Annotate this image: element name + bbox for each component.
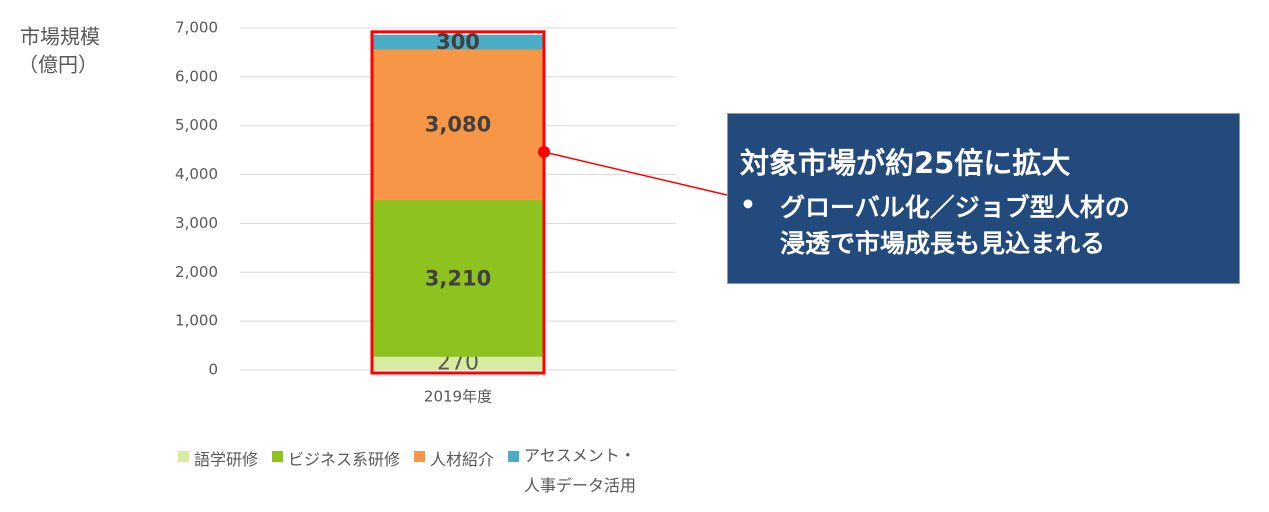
callout-text: グローバル化／ジョブ型人材の: [780, 193, 1130, 222]
callout-bullet: •: [740, 190, 756, 219]
legend-label: ビジネス系研修: [288, 450, 401, 469]
bar-segment: [372, 49, 544, 200]
legend-item: ビジネス系研修: [272, 446, 400, 470]
legend-item: アセスメント・人事データ活用: [508, 446, 642, 501]
legend-label: 人材紹介: [430, 450, 495, 469]
y-axis-label: 市場規模: [20, 25, 100, 49]
data-label: 3,210: [425, 266, 491, 290]
y-tick-label: 2,000: [175, 263, 218, 281]
data-label: 300: [436, 30, 480, 54]
legend-item: 人材紹介: [414, 446, 494, 470]
x-tick-label: 2019年度: [424, 388, 492, 406]
y-tick-label: 6,000: [175, 67, 218, 85]
legend-label: アセスメント・人事データ活用: [524, 446, 637, 495]
y-tick-label: 3,000: [175, 214, 218, 232]
y-axis-label: （億円）: [18, 53, 98, 77]
y-tick-label: 1,000: [175, 312, 218, 330]
legend-swatch: [272, 451, 284, 462]
legend-swatch: [178, 451, 189, 462]
callout-connector: [543, 151, 728, 196]
y-tick-label: 0: [208, 361, 218, 379]
bar-segment: [372, 356, 544, 370]
legend-label: 語学研修: [194, 450, 259, 469]
highlight-frame: [370, 30, 546, 375]
callout-text: 浸透で市場成長も見込まれる: [780, 229, 1106, 258]
legend-swatch: [414, 451, 426, 462]
data-label: 3,080: [425, 113, 491, 137]
legend-swatch: [508, 451, 520, 462]
callout-box: 対象市場が約25倍に拡大 • グローバル化／ジョブ型人材の 浸透で市場成長も見込…: [727, 113, 1240, 284]
y-tick-label: 7,000: [175, 19, 218, 37]
bar-segment: [372, 199, 544, 357]
legend-item: 語学研修: [178, 446, 258, 470]
legend: 語学研修 ビジネス系研修 人材紹介 アセスメント・人事データ活用: [178, 446, 656, 501]
callout-title: 対象市場が約25倍に拡大: [740, 146, 1071, 180]
y-tick-label: 4,000: [175, 165, 218, 183]
y-tick-label: 5,000: [175, 116, 218, 134]
bar-segment: [372, 34, 544, 50]
callout-dot: [538, 146, 550, 158]
